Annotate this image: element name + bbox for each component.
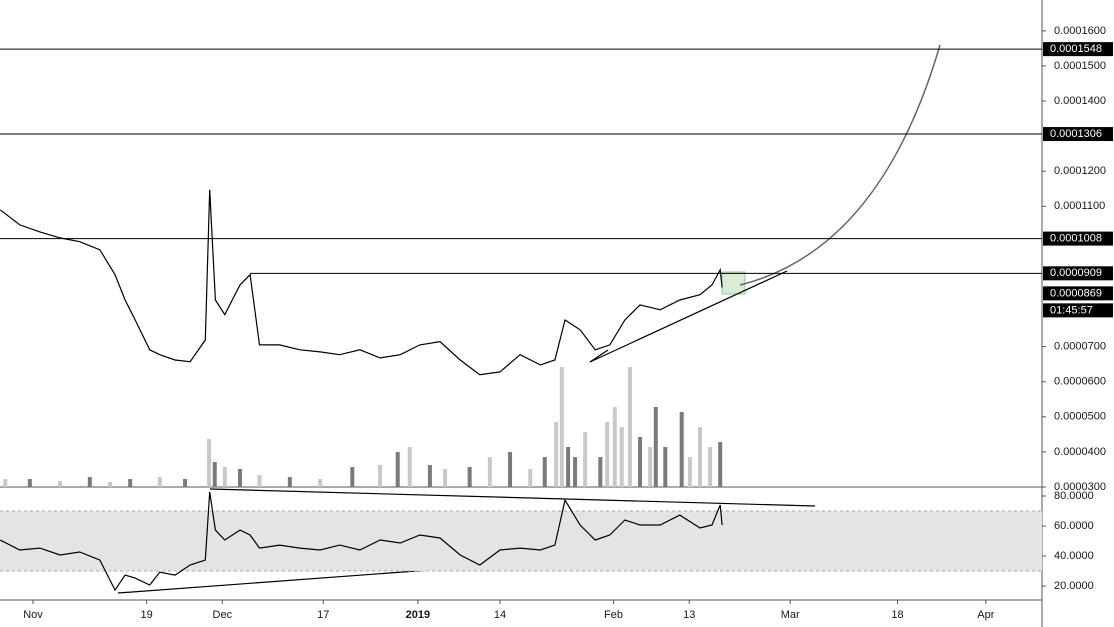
volume-bar — [378, 465, 383, 487]
volume-bar — [407, 447, 412, 487]
volume-bar — [554, 422, 559, 487]
volume-bar — [487, 457, 492, 487]
volume-bar — [612, 407, 617, 487]
price-line — [0, 189, 723, 376]
volume-bar — [648, 447, 653, 487]
target-box — [721, 271, 746, 295]
level-label-text: 0.0001306 — [1050, 128, 1102, 140]
volume-bar — [573, 457, 578, 487]
level-label-text: 0.0000909 — [1050, 267, 1102, 279]
volume-bar — [87, 477, 92, 487]
y-tick-label: 0.0000700 — [1054, 341, 1106, 353]
volume-bar — [222, 467, 227, 487]
volume-bar — [663, 447, 668, 487]
volume-bar — [27, 479, 32, 487]
volume-bar — [566, 447, 571, 487]
volume-bar — [627, 367, 632, 487]
level-label-bg — [1043, 231, 1113, 246]
level-label: 0.0001306 — [1043, 127, 1113, 142]
x-tick-label: Mar — [781, 609, 800, 621]
volume-bar — [350, 467, 355, 487]
level-label: 0.0000909 — [1043, 266, 1113, 281]
rsi-line — [0, 491, 723, 592]
volume-bar — [3, 479, 8, 487]
y-tick-label: 0.0001200 — [1054, 165, 1106, 177]
y-tick-label: 40.0000 — [1054, 550, 1094, 562]
x-tick-label: 19 — [140, 609, 152, 621]
y-tick-label: 0.0001400 — [1054, 95, 1106, 107]
level-label-text: 0.0001548 — [1050, 43, 1102, 55]
last-price-label-bg — [1043, 286, 1113, 301]
volume-bar — [638, 437, 643, 487]
curve — [739, 44, 941, 286]
volume-bar — [559, 367, 564, 487]
y-tick-label: 60.0000 — [1054, 520, 1094, 532]
x-tick-label: Apr — [977, 609, 994, 621]
volume-bar — [697, 427, 702, 487]
y-tick-label: 0.0001100 — [1054, 200, 1105, 212]
volume-bar — [528, 469, 533, 487]
rsi-band — [0, 511, 1042, 572]
volume-bar — [207, 439, 212, 487]
volume-bar — [605, 422, 610, 487]
last-price-label-text: 0.0000869 — [1050, 287, 1102, 299]
x-tick-label: Dec — [213, 609, 233, 621]
last-price-label: 0.0000869 — [1043, 286, 1113, 301]
x-tick-label: 14 — [494, 609, 506, 621]
volume-bar — [287, 477, 292, 487]
volume-bar — [653, 407, 658, 487]
volume-bar — [542, 457, 547, 487]
volume-bar — [443, 469, 448, 487]
x-tick-label: 13 — [683, 609, 695, 621]
trend-line — [589, 270, 788, 363]
y-tick-label: 80.0000 — [1054, 490, 1094, 502]
countdown-label-bg — [1043, 303, 1113, 318]
countdown-label-text: 01:45:57 — [1050, 304, 1093, 316]
x-tick-label: 17 — [317, 609, 329, 621]
y-tick-label: 0.0000300 — [1054, 481, 1106, 493]
x-tick-label: Feb — [604, 609, 623, 621]
volume-bar — [467, 467, 472, 487]
volume-bar — [427, 465, 432, 487]
y-tick-label: 20.0000 — [1054, 580, 1094, 592]
volume-bar — [212, 462, 217, 487]
trend-line — [589, 349, 609, 363]
y-tick-label: 0.0001600 — [1054, 25, 1106, 37]
volume-bar — [183, 479, 188, 487]
y-tick-label: 0.0000500 — [1054, 411, 1106, 423]
volume-bar — [128, 479, 133, 487]
level-label-text: 0.0001008 — [1050, 232, 1102, 244]
level-label: 0.0001548 — [1043, 42, 1113, 57]
countdown-label: 01:45:57 — [1043, 303, 1113, 318]
volume-bar — [58, 481, 63, 487]
volume-bar — [157, 477, 162, 487]
y-tick-label: 0.0001500 — [1054, 60, 1106, 72]
level-label-bg — [1043, 42, 1113, 57]
x-tick-label: Nov — [23, 609, 43, 621]
volume-bar — [257, 475, 262, 487]
volume-bar — [508, 452, 513, 487]
volume-bar — [318, 479, 323, 487]
level-label: 0.0001008 — [1043, 231, 1113, 246]
volume-bar — [237, 469, 242, 487]
volume-bar — [583, 432, 588, 487]
volume-bar — [395, 452, 400, 487]
volume-bar — [687, 457, 692, 487]
x-tick-label: 18 — [891, 609, 903, 621]
y-tick-label: 0.0000600 — [1054, 376, 1106, 388]
volume-bar — [708, 447, 713, 487]
rsi-trend-line — [209, 488, 816, 507]
volume-bar — [107, 482, 112, 487]
volume-bar — [619, 427, 624, 487]
level-label-bg — [1043, 266, 1113, 281]
level-label-bg — [1043, 127, 1113, 142]
y-tick-label: 0.0000400 — [1054, 446, 1106, 458]
volume-bar — [718, 442, 723, 487]
volume-bar — [679, 412, 684, 487]
x-tick-label: 2019 — [406, 609, 430, 621]
volume-bar — [598, 457, 603, 487]
